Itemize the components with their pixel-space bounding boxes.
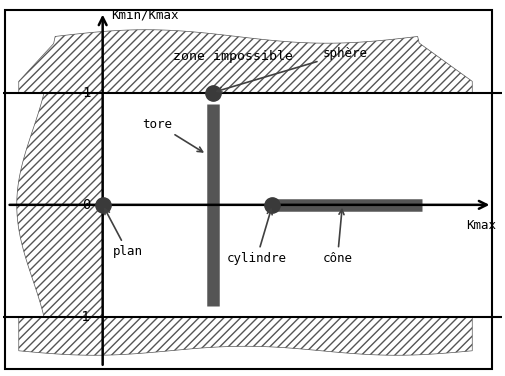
- Polygon shape: [19, 317, 472, 355]
- Polygon shape: [17, 92, 103, 317]
- Text: sphère: sphère: [217, 47, 368, 92]
- Text: cylindre: cylindre: [227, 209, 286, 265]
- Text: cône: cône: [322, 209, 352, 265]
- Text: 1: 1: [82, 86, 91, 100]
- Text: plan: plan: [105, 209, 142, 258]
- Text: Kmax: Kmax: [466, 220, 496, 232]
- Text: Kmin/Kmax: Kmin/Kmax: [111, 8, 178, 21]
- Text: -1: -1: [74, 310, 91, 324]
- Text: zone impossible: zone impossible: [173, 50, 292, 63]
- Text: tore: tore: [142, 118, 203, 152]
- Polygon shape: [19, 30, 472, 92]
- Text: 0: 0: [82, 198, 91, 212]
